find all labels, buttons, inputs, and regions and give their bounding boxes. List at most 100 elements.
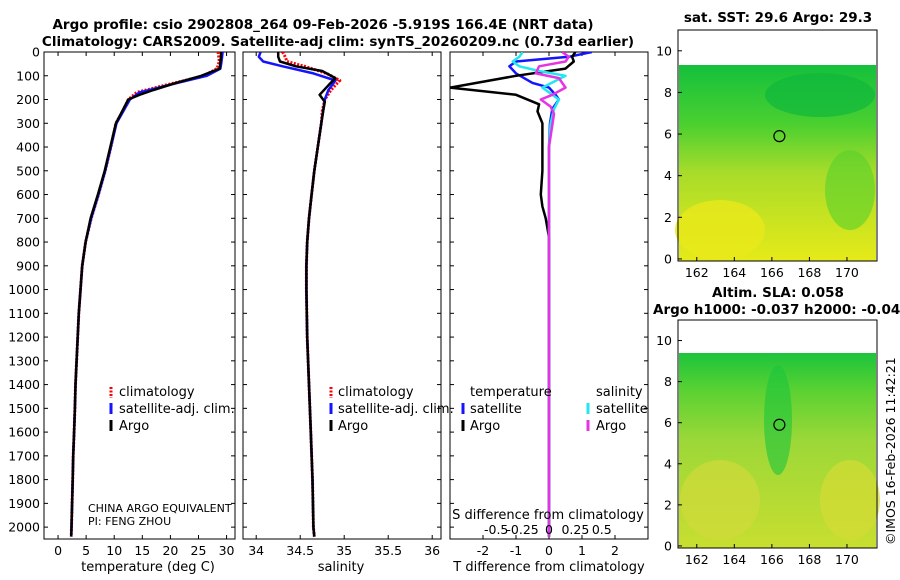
temperature-argo-line xyxy=(69,52,223,537)
map-x-tick-label: 162 xyxy=(685,265,709,280)
s-diff-tick-label: -0.5 xyxy=(484,522,508,537)
depth-axis-ticks: 0 100 200 300 400 500 600 700 800 900 1000 1100 1200… xyxy=(8,45,648,535)
pi-line1: CHINA ARGO EQUIVALENT xyxy=(88,502,232,515)
legend-satellite-label: satellite-adj. clim. xyxy=(119,402,235,417)
map-y-tick-label: 6 xyxy=(664,127,672,142)
sla-map-ticks: 162 164 166 168 170 0 2 4 6 8 10 xyxy=(656,333,859,567)
depth-tick-label: 1200 xyxy=(8,330,40,345)
depth-tick-label: 200 xyxy=(16,92,40,107)
depth-tick-label: 100 xyxy=(16,68,40,83)
sst-map-ticks: 162 164 166 168 170 0 2 4 6 8 10 xyxy=(656,43,859,280)
figure-title-line2: Climatology: CARS2009. Satellite-adj cli… xyxy=(42,34,634,50)
depth-tick-label: 900 xyxy=(16,258,40,273)
map-y-tick-label: 2 xyxy=(664,497,672,512)
x-tick-label: 35 xyxy=(336,543,352,558)
difference-top-xlabel: S difference from climatology xyxy=(452,508,644,523)
x-tick-label: 35.5 xyxy=(374,543,402,558)
sst-argo-location-marker xyxy=(773,130,786,143)
sla-heatmap-patch-east xyxy=(820,460,880,540)
map-y-tick-label: 0 xyxy=(664,251,672,266)
sst-heatmap xyxy=(675,65,876,261)
sla-heatmap xyxy=(679,353,880,548)
depth-tick-label: 1800 xyxy=(8,472,40,487)
map-y-tick-label: 4 xyxy=(664,456,672,471)
depth-tick-label: 300 xyxy=(16,116,40,131)
difference-salinity-argo-line xyxy=(534,52,571,537)
salinity-legend: climatology satellite-adj. clim. Argo xyxy=(329,385,454,434)
depth-tick-label: 1700 xyxy=(8,448,40,463)
x-tick-label: 1 xyxy=(578,543,586,558)
map-x-tick-label: 168 xyxy=(797,265,821,280)
depth-tick-label: 600 xyxy=(16,187,40,202)
depth-tick-label: 0 xyxy=(32,45,40,60)
legend-s-argo-label: Argo xyxy=(596,419,626,434)
salinity-series xyxy=(257,52,342,537)
map-y-tick-label: 2 xyxy=(664,210,672,225)
legend-temperature-header: temperature xyxy=(470,385,552,400)
x-tick-label: -2 xyxy=(477,543,489,558)
map-x-tick-label: 164 xyxy=(722,265,746,280)
difference-xlabel: T difference from climatology xyxy=(452,560,645,575)
pi-line2: PI: FENG ZHOU xyxy=(88,515,171,528)
legend-salinity-header: salinity xyxy=(596,385,643,400)
sla-map-title-line1: Altim. SLA: 0.058 xyxy=(712,285,844,301)
s-diff-tick-label: 0 xyxy=(545,522,553,537)
legend-climatology-label: climatology xyxy=(119,385,195,400)
depth-tick-label: 2000 xyxy=(8,520,40,535)
sla-map-title-line2: Argo h1000: -0.037 h2000: -0.049 xyxy=(653,302,900,318)
x-tick-label: 0 xyxy=(54,543,62,558)
map-x-tick-label: 162 xyxy=(685,552,709,567)
x-tick-label: 5 xyxy=(82,543,90,558)
salinity-x-ticks: 34 34.5 35 35.5 36 xyxy=(248,52,440,558)
sla-map-frame xyxy=(677,319,878,549)
temperature-series xyxy=(69,52,224,537)
depth-tick-label: 800 xyxy=(16,235,40,250)
sla-heatmap-warm-patch xyxy=(680,460,760,540)
depth-tick-label: 400 xyxy=(16,140,40,155)
x-tick-label: 20 xyxy=(162,543,178,558)
x-tick-label: 34 xyxy=(248,543,264,558)
map-y-tick-label: 8 xyxy=(664,85,672,100)
temperature-panel-frame xyxy=(43,51,236,540)
map-y-tick-label: 0 xyxy=(664,538,672,553)
map-x-tick-label: 170 xyxy=(835,265,859,280)
map-y-tick-label: 10 xyxy=(656,43,672,58)
map-y-tick-label: 4 xyxy=(664,168,672,183)
map-x-tick-label: 170 xyxy=(835,552,859,567)
sst-map-title: sat. SST: 29.6 Argo: 29.3 xyxy=(684,10,872,26)
depth-tick-label: 1100 xyxy=(8,306,40,321)
x-tick-label: 30 xyxy=(219,543,235,558)
s-diff-tick-label: 0.5 xyxy=(592,522,612,537)
temperature-legend: climatology satellite-adj. clim. Argo xyxy=(109,385,235,434)
legend-s-satellite-label: satellite xyxy=(596,402,648,417)
temperature-satellite-adj-clim--line xyxy=(69,52,224,537)
depth-tick-label: 500 xyxy=(16,163,40,178)
x-tick-label: 25 xyxy=(191,543,207,558)
x-tick-label: 2 xyxy=(611,543,619,558)
legend-t-satellite-label: satellite xyxy=(470,402,522,417)
map-x-tick-label: 166 xyxy=(760,552,784,567)
sst-heatmap-warm-patch xyxy=(675,200,765,260)
depth-tick-label: 1300 xyxy=(8,353,40,368)
depth-tick-label: 1000 xyxy=(8,282,40,297)
x-tick-label: 34.5 xyxy=(286,543,314,558)
salinity-satellite-adj-clim--line xyxy=(257,52,337,537)
salinity-panel-frame xyxy=(242,51,442,540)
salinity-xlabel: salinity xyxy=(318,560,365,575)
temperature-x-ticks: 0 5 10 15 20 25 30 xyxy=(54,52,235,558)
difference-series xyxy=(450,52,593,537)
map-x-tick-label: 166 xyxy=(760,265,784,280)
temperature-climatology-line xyxy=(69,52,221,537)
depth-tick-label: 1600 xyxy=(8,425,40,440)
legend-climatology-label: climatology xyxy=(338,385,414,400)
map-y-tick-label: 8 xyxy=(664,374,672,389)
depth-tick-label: 1500 xyxy=(8,401,40,416)
legend-t-argo-label: Argo xyxy=(470,419,500,434)
s-diff-tick-label: 0.25 xyxy=(561,522,589,537)
depth-tick-label: 1400 xyxy=(8,377,40,392)
difference-salinity-satellite-line xyxy=(511,52,567,537)
temperature-xlabel: temperature (deg C) xyxy=(81,560,215,575)
depth-tick-label: 700 xyxy=(16,211,40,226)
sst-map-frame xyxy=(677,29,878,262)
